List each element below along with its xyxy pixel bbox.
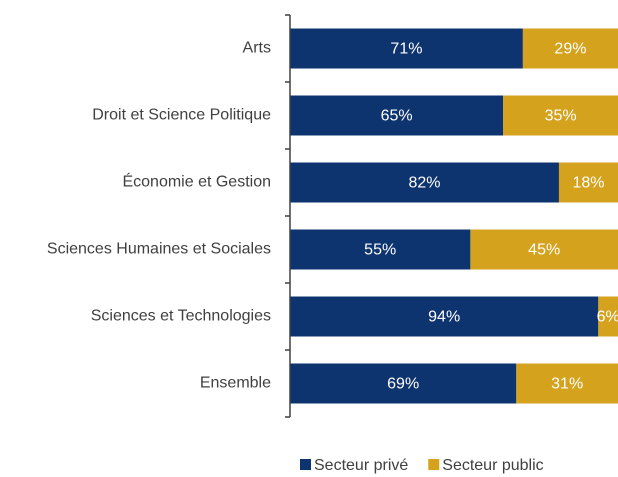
category-label: Ensemble <box>200 375 271 392</box>
bar-segment <box>290 95 504 136</box>
legend-swatch <box>300 459 311 470</box>
bar-segment <box>470 229 618 270</box>
legend-swatch <box>428 459 440 470</box>
bar-segment <box>558 162 618 203</box>
value-label: 55% <box>364 242 396 259</box>
value-label: 65% <box>381 108 413 125</box>
bar-segment <box>503 95 618 136</box>
value-label: 29% <box>554 41 586 58</box>
bar-segment <box>516 363 618 404</box>
bar-segment <box>290 162 559 203</box>
value-label: 82% <box>408 175 440 192</box>
legend-label: Secteur public <box>442 457 543 474</box>
bar-segment <box>290 229 471 270</box>
value-label: 6% <box>597 309 618 326</box>
bar-segment <box>598 296 618 337</box>
bar-segment <box>290 296 599 337</box>
value-label: 94% <box>428 309 460 326</box>
bar-segment <box>290 363 517 404</box>
category-label: Sciences et Technologies <box>91 308 271 325</box>
category-label: Sciences Humaines et Sociales <box>47 241 271 258</box>
bar-segment <box>522 28 618 69</box>
value-label: 45% <box>528 242 560 259</box>
category-label: Économie et Gestion <box>122 172 271 191</box>
value-label: 71% <box>390 41 422 58</box>
value-label: 69% <box>387 376 419 393</box>
legend-label: Secteur privé <box>314 457 408 474</box>
value-label: 18% <box>572 175 604 192</box>
value-label: 31% <box>551 376 583 393</box>
category-label: Droit et Science Politique <box>92 107 271 124</box>
value-label: 35% <box>545 108 577 125</box>
category-label: Arts <box>243 40 271 57</box>
bar-segment <box>290 28 523 69</box>
